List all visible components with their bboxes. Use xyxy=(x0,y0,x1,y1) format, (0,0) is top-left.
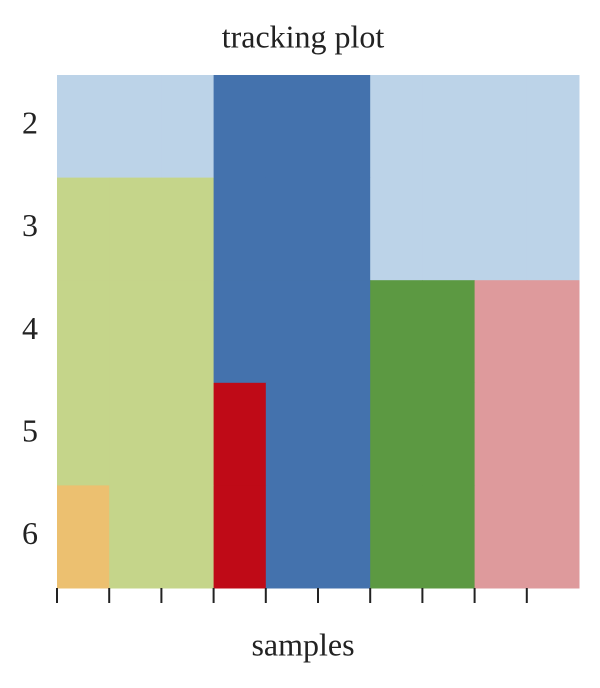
cell xyxy=(370,177,423,281)
cell xyxy=(109,382,162,486)
cell xyxy=(422,177,476,281)
cell xyxy=(57,485,110,589)
cell xyxy=(109,75,162,179)
cell xyxy=(422,75,476,179)
cell xyxy=(370,75,423,179)
cell xyxy=(161,382,215,486)
cell xyxy=(370,280,423,384)
cell xyxy=(370,382,423,486)
cell xyxy=(265,177,319,281)
cell xyxy=(213,382,267,486)
cell xyxy=(109,280,162,384)
cell xyxy=(474,280,528,384)
cell xyxy=(57,177,110,281)
cell xyxy=(474,485,528,589)
cell xyxy=(265,485,319,589)
cell xyxy=(526,485,580,589)
cell xyxy=(474,75,528,179)
cell xyxy=(57,382,110,486)
cell xyxy=(213,75,267,179)
cell xyxy=(422,382,476,486)
cell xyxy=(109,177,162,281)
cell xyxy=(422,485,476,589)
cell xyxy=(318,280,371,384)
cell xyxy=(422,280,476,384)
cell xyxy=(526,382,580,486)
cell xyxy=(474,177,528,281)
cell xyxy=(109,485,162,589)
y-tick-label: 3 xyxy=(22,207,38,243)
cell xyxy=(161,280,215,384)
cell xyxy=(213,177,267,281)
cell xyxy=(161,75,215,179)
cell xyxy=(370,485,423,589)
cell xyxy=(526,75,580,179)
cell xyxy=(318,177,371,281)
cell xyxy=(265,280,319,384)
cell xyxy=(318,75,371,179)
cell xyxy=(57,280,110,384)
cell xyxy=(213,485,267,589)
cell xyxy=(526,177,580,281)
cell xyxy=(161,177,215,281)
y-tick-label: 4 xyxy=(22,310,38,346)
cell xyxy=(318,382,371,486)
cell xyxy=(213,280,267,384)
chart-title: tracking plot xyxy=(222,18,385,54)
cell xyxy=(57,75,110,179)
cell xyxy=(318,485,371,589)
cell xyxy=(161,485,215,589)
cell xyxy=(265,382,319,486)
y-tick-label: 2 xyxy=(22,105,38,141)
cell xyxy=(474,382,528,486)
y-tick-label: 5 xyxy=(22,412,38,448)
cell xyxy=(265,75,319,179)
y-tick-label: 6 xyxy=(22,515,38,551)
x-axis-label: samples xyxy=(251,626,354,662)
cell xyxy=(526,280,580,384)
